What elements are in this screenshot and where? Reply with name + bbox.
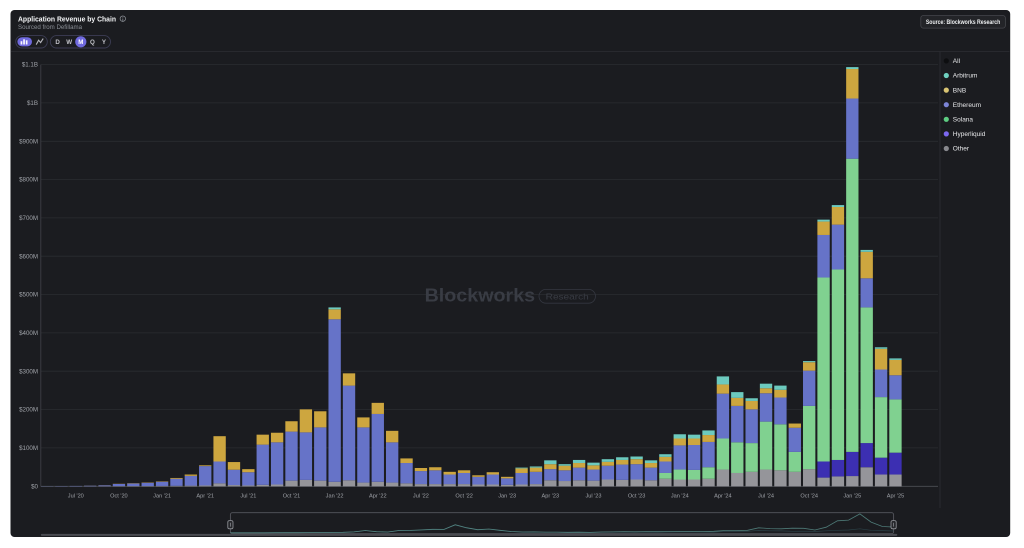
svg-text:M: M — [78, 39, 83, 46]
svg-text:Oct '24: Oct '24 — [800, 493, 818, 499]
svg-text:Source: Blockworks Research: Source: Blockworks Research — [926, 19, 1001, 26]
svg-text:$100M: $100M — [19, 445, 38, 452]
svg-text:$500M: $500M — [19, 292, 38, 299]
svg-text:Oct '20: Oct '20 — [110, 493, 128, 499]
svg-text:$1.1B: $1.1B — [22, 62, 38, 69]
svg-text:Jan '22: Jan '22 — [326, 493, 344, 499]
svg-text:Jan '24: Jan '24 — [671, 493, 689, 499]
svg-text:Jan '21: Jan '21 — [153, 493, 171, 499]
svg-text:Jul '22: Jul '22 — [413, 493, 429, 499]
svg-text:Solana: Solana — [953, 117, 974, 124]
svg-text:$200M: $200M — [19, 407, 38, 414]
svg-text:$700M: $700M — [19, 215, 38, 222]
svg-text:Blockworks: Blockworks — [425, 286, 535, 306]
svg-text:$1B: $1B — [27, 100, 38, 107]
svg-text:Apr '25: Apr '25 — [887, 493, 905, 499]
svg-text:Other: Other — [953, 146, 970, 153]
svg-text:Apr '21: Apr '21 — [196, 493, 214, 499]
svg-text:All: All — [953, 58, 961, 65]
svg-text:Q: Q — [90, 39, 95, 46]
svg-text:Research: Research — [546, 293, 590, 302]
svg-text:Apr '24: Apr '24 — [714, 493, 732, 499]
svg-text:Apr '23: Apr '23 — [542, 493, 560, 499]
svg-text:W: W — [66, 39, 72, 46]
svg-text:Oct '23: Oct '23 — [628, 493, 646, 499]
svg-text:Arbitrum: Arbitrum — [953, 73, 978, 80]
svg-text:Y: Y — [102, 39, 107, 46]
svg-text:$600M: $600M — [19, 253, 38, 260]
svg-text:$400M: $400M — [19, 330, 38, 337]
svg-text:Jan '23: Jan '23 — [498, 493, 516, 499]
svg-text:Application Revenue by Chain: Application Revenue by Chain — [18, 14, 116, 23]
svg-text:Jul '23: Jul '23 — [586, 493, 602, 499]
svg-text:$800M: $800M — [19, 177, 38, 184]
svg-text:BNB: BNB — [953, 87, 966, 94]
svg-text:$900M: $900M — [19, 138, 38, 145]
svg-text:Hyperliquid: Hyperliquid — [953, 131, 986, 138]
svg-text:Oct '22: Oct '22 — [455, 493, 473, 499]
svg-text:Jul '21: Jul '21 — [240, 493, 256, 499]
svg-text:$300M: $300M — [19, 368, 38, 375]
svg-text:Jul '24: Jul '24 — [758, 493, 774, 499]
svg-text:D: D — [55, 39, 60, 46]
svg-text:Jul '20: Jul '20 — [68, 493, 84, 499]
svg-text:$0: $0 — [31, 483, 38, 490]
svg-text:Ethereum: Ethereum — [953, 102, 981, 109]
svg-text:Sourced from Defillama: Sourced from Defillama — [18, 24, 83, 31]
svg-text:Oct '21: Oct '21 — [283, 493, 301, 499]
svg-text:Jan '25: Jan '25 — [843, 493, 861, 499]
svg-text:Apr '22: Apr '22 — [369, 493, 387, 499]
